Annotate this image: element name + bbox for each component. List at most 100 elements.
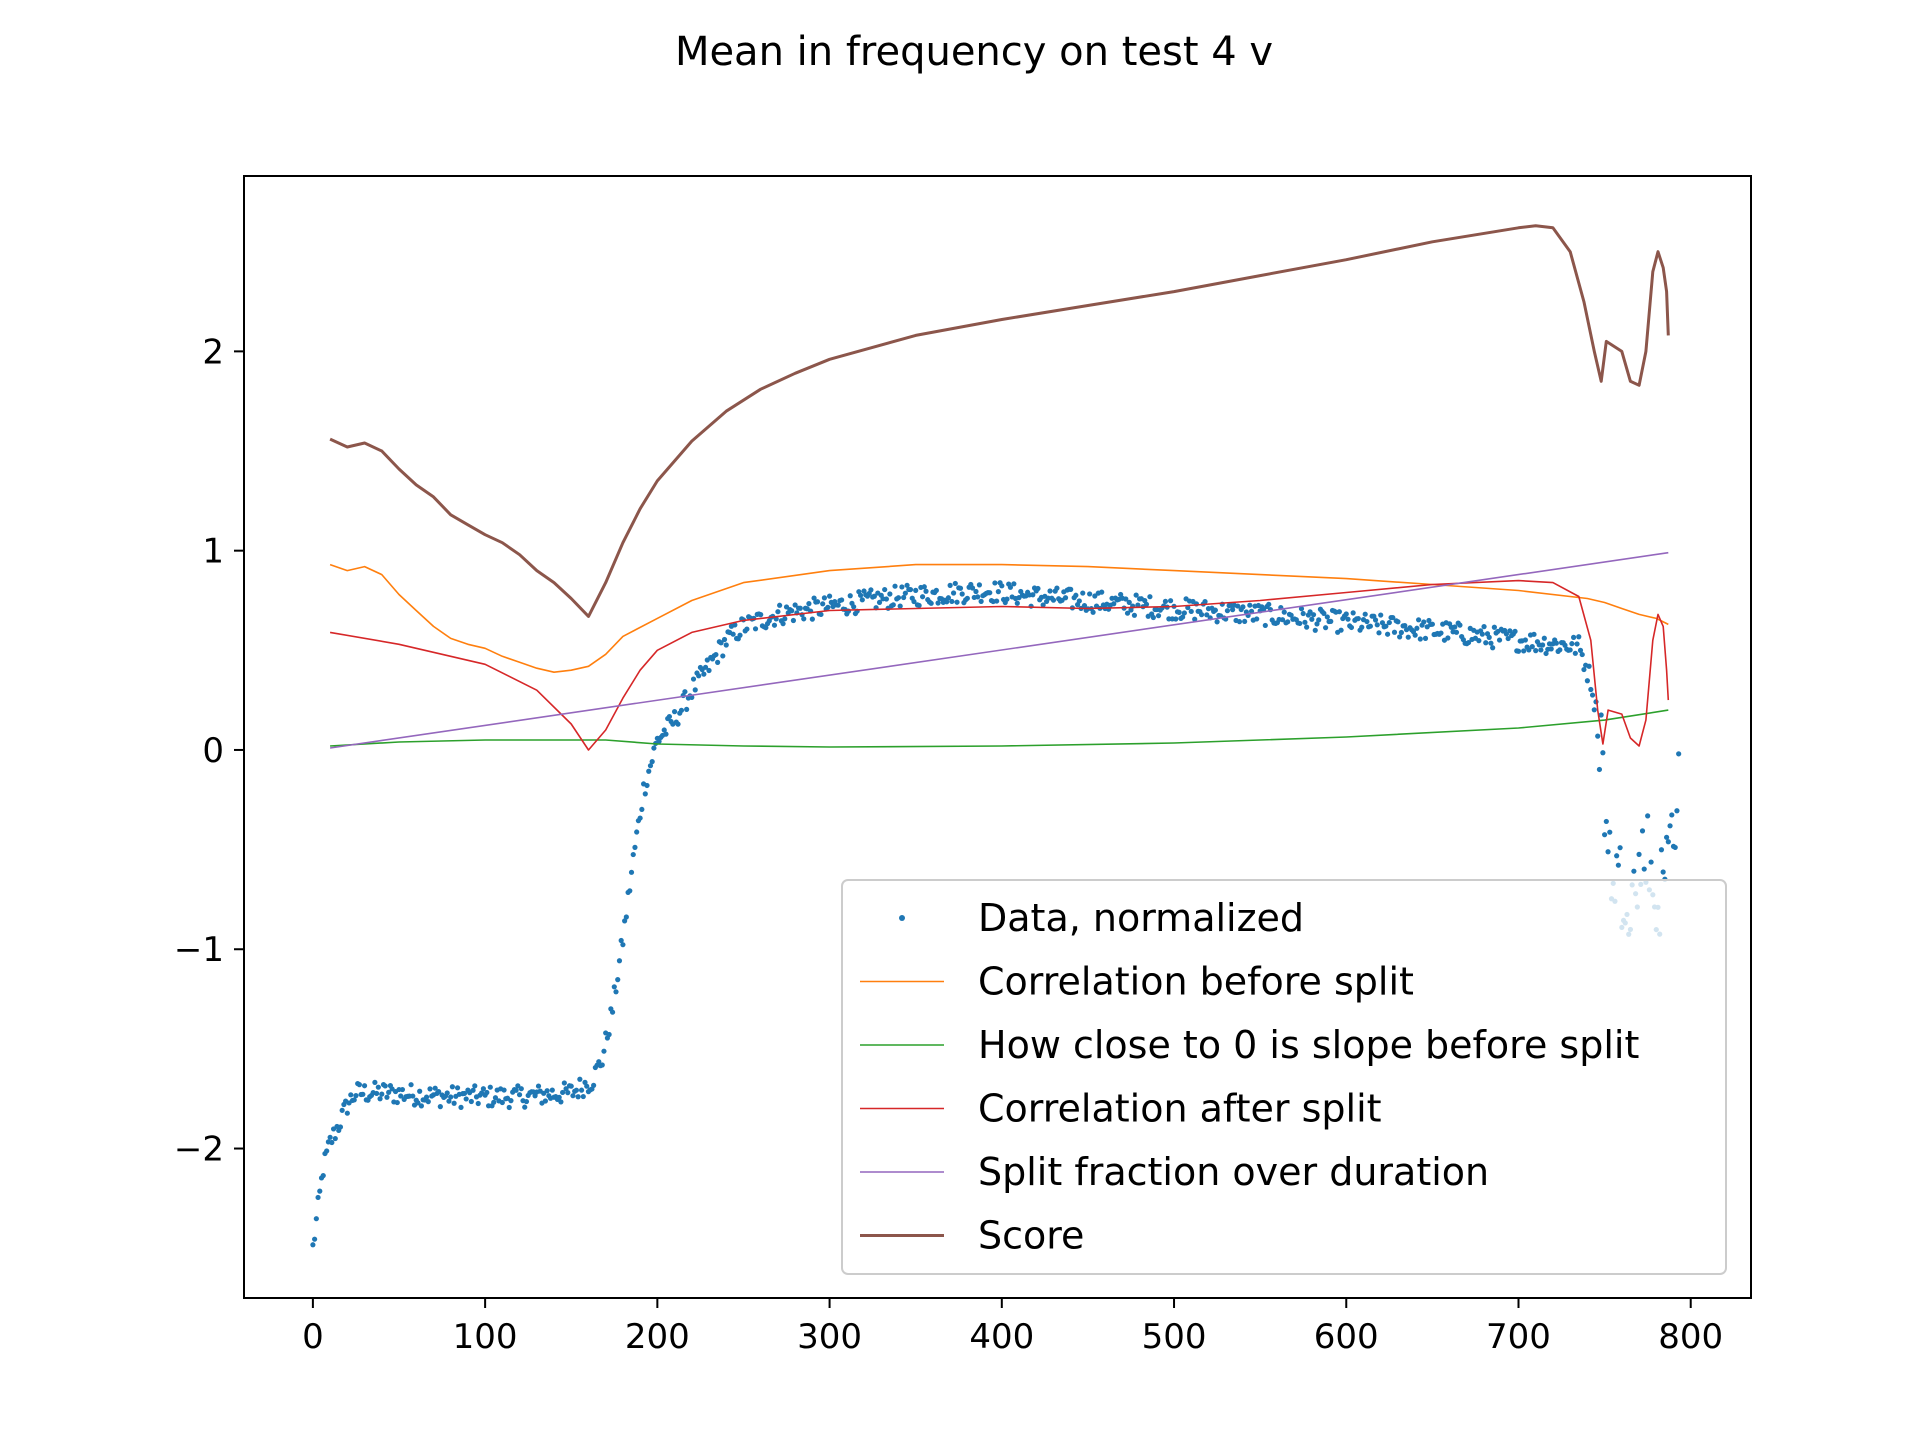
data-point [1615,862,1621,868]
data-point [1607,829,1613,835]
y-tick-label: −1 [174,930,224,970]
data-point [890,602,896,608]
data-point [1076,598,1082,604]
data-point [1648,859,1654,865]
data-point [775,609,781,615]
data-point [883,596,890,602]
data-point [522,1104,528,1110]
data-point [1224,608,1231,614]
data-point [1415,617,1422,623]
data-point [1402,622,1408,629]
data-point [969,585,976,591]
data-point [398,1093,404,1099]
data-point [1350,610,1356,616]
data-point [959,591,965,597]
y-tick-label: 2 [202,332,224,372]
data-point [992,580,998,586]
data-point [344,1110,350,1116]
data-point [1531,631,1537,637]
data-point [324,1148,330,1154]
data-point [1309,616,1315,622]
data-point [348,1092,354,1098]
data-point [437,1104,443,1110]
data-point [1011,581,1017,587]
data-point [523,1098,530,1105]
data-point [1602,832,1608,838]
data-point [382,1083,388,1089]
data-point [1588,686,1594,693]
data-point [1247,602,1253,608]
data-point [1422,635,1429,641]
data-point [1452,624,1458,630]
data-point [356,1082,362,1088]
data-point [451,1100,457,1106]
data-point [1328,618,1334,624]
data-point [1479,631,1485,637]
data-point [1345,616,1351,622]
data-point [1355,615,1361,622]
data-point [611,984,617,990]
data-point [806,601,812,607]
data-point [1147,594,1153,600]
data-point [718,640,724,646]
data-point [1364,618,1370,625]
data-point [1384,631,1391,637]
data-point [675,721,681,727]
data-point [1631,868,1637,874]
data-point [1490,645,1496,651]
legend-label: Correlation after split [978,1087,1382,1131]
data-point [839,597,845,603]
data-point [632,844,638,850]
data-point [558,1099,564,1105]
data-point [1304,624,1310,630]
data-point [1641,866,1647,872]
data-point [1584,678,1590,684]
data-point [1378,612,1384,618]
data-point [578,1087,585,1093]
legend-box [841,879,1727,1275]
data-point [1348,624,1355,631]
data-point [560,1089,566,1096]
data-point [1181,610,1187,616]
data-point [916,602,922,609]
data-point [820,601,826,607]
data-point [1254,616,1260,622]
data-point [616,958,623,964]
data-point [1198,612,1205,618]
data-point [425,1099,431,1105]
data-point [577,1076,583,1082]
x-tick-label: 100 [453,1317,518,1357]
data-point [561,1080,567,1086]
data-point [596,1059,602,1065]
data-point [1068,586,1074,592]
data-point [975,594,981,600]
data-point [1639,828,1646,834]
data-point [897,603,903,609]
data-point [899,584,905,590]
data-point [1405,634,1411,640]
data-point [1586,663,1592,669]
data-point [542,1098,549,1104]
data-point [628,869,635,875]
data-point [470,1087,476,1093]
data-point [1667,823,1673,829]
data-point [1155,613,1162,619]
data-point [801,616,807,622]
data-point [312,1236,318,1242]
plot-frame [243,175,1752,1299]
data-point [480,1086,486,1092]
data-point [1421,619,1427,625]
data-point [418,1103,424,1109]
data-point [1236,619,1243,625]
data-point [1123,596,1129,602]
data-point [1503,631,1510,637]
data-point [1481,624,1487,630]
data-point [310,1242,316,1248]
data-point [1391,629,1398,635]
data-point [377,1096,383,1102]
data-point [1321,610,1327,616]
data-point [580,1093,586,1100]
data-point [1579,651,1585,658]
data-point [1429,621,1435,627]
